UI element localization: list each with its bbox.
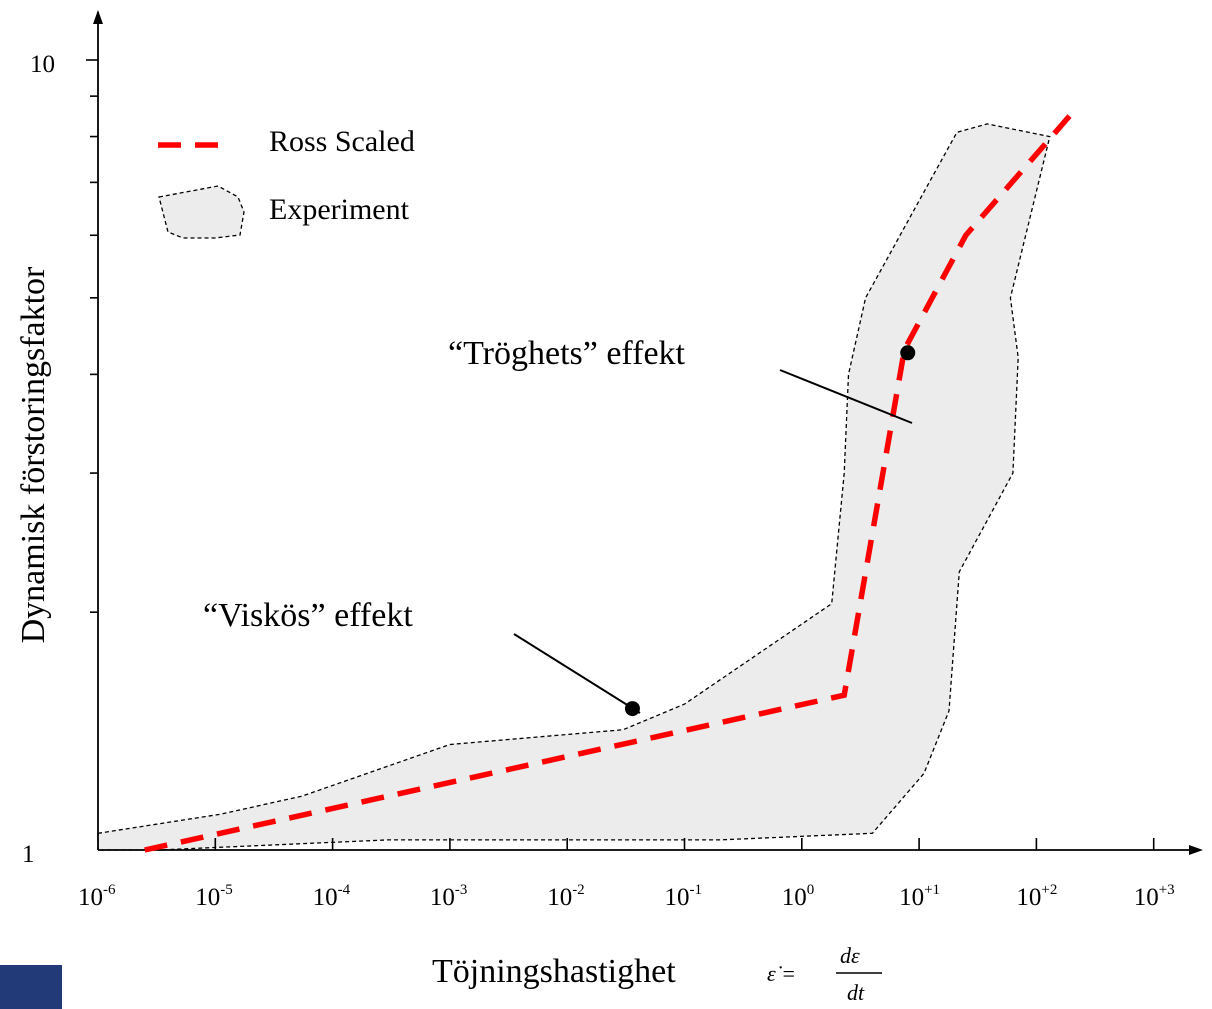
annotation-troghets-point [900, 345, 916, 361]
x-tick-labels: 10-6 10-5 10-4 10-3 10-2 10-1 100 10+1 10+2 10+3 [78, 882, 1175, 911]
legend-experiment-swatch [158, 185, 245, 239]
y-tick-label-10: 10 [30, 51, 55, 78]
corner-block [0, 965, 62, 1009]
x-tick-label: 10-1 [665, 882, 703, 911]
x-tick-label: 10-6 [78, 882, 116, 911]
x-tick-label: 10-5 [195, 882, 233, 911]
x-axis-arrow [1189, 845, 1203, 855]
legend: Ross Scaled Experiment [158, 125, 415, 239]
x-tick-label: 100 [782, 882, 815, 911]
x-tick-label: 10-4 [313, 882, 351, 911]
x-tick-label: 10+3 [1134, 882, 1175, 911]
formula-lhs: ε̇ = [767, 961, 796, 986]
annotation-viskos-point [624, 701, 640, 717]
x-ticks [214, 838, 1155, 850]
y-axis-title: Dynamisk förstoringsfaktor [15, 266, 52, 643]
x-tick-label: 10-2 [547, 882, 585, 911]
y-tick-label-1: 1 [22, 841, 35, 868]
formula-denominator: dt [847, 980, 865, 1005]
ross-scaled-line [144, 105, 1079, 853]
annotation-viskos: “Viskös” effekt [203, 597, 413, 634]
y-axis-arrow [93, 10, 103, 24]
formula-numerator: dε [840, 943, 860, 968]
annotation-troghets-leader [779, 369, 913, 424]
x-tick-label: 10-3 [430, 882, 468, 911]
legend-ross-label: Ross Scaled [269, 125, 415, 158]
y-ticks [86, 59, 98, 613]
x-tick-label: 10+2 [1016, 882, 1057, 911]
annotation-troghets: “Tröghets” effekt [448, 335, 686, 372]
x-tick-label: 10+1 [899, 882, 940, 911]
experiment-region [97, 123, 1051, 851]
legend-experiment-label: Experiment [269, 193, 410, 226]
x-axis-formula: ε̇ = dε dt [767, 943, 882, 1005]
x-axis-title: Töjningshastighet [432, 953, 676, 990]
annotation-viskos-leader [513, 633, 641, 714]
